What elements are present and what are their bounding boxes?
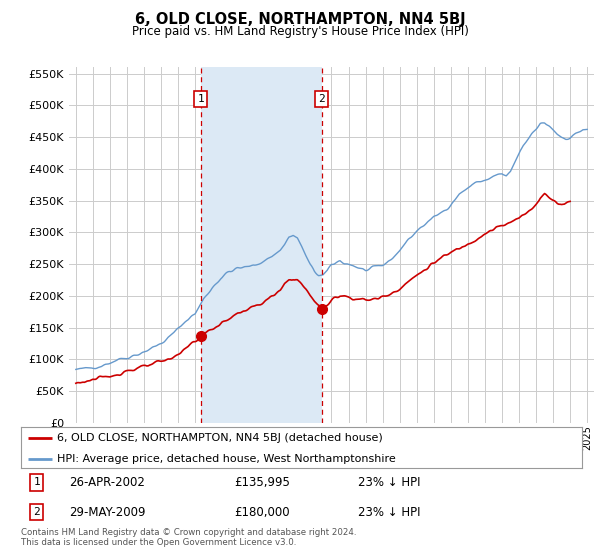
Text: 6, OLD CLOSE, NORTHAMPTON, NN4 5BJ (detached house): 6, OLD CLOSE, NORTHAMPTON, NN4 5BJ (deta… [58, 433, 383, 443]
Text: Price paid vs. HM Land Registry's House Price Index (HPI): Price paid vs. HM Land Registry's House … [131, 25, 469, 38]
Text: 23% ↓ HPI: 23% ↓ HPI [358, 476, 420, 489]
Text: HPI: Average price, detached house, West Northamptonshire: HPI: Average price, detached house, West… [58, 454, 396, 464]
Text: 1: 1 [197, 94, 204, 104]
Text: £180,000: £180,000 [234, 506, 290, 519]
Text: 2: 2 [34, 507, 40, 517]
Text: 6, OLD CLOSE, NORTHAMPTON, NN4 5BJ: 6, OLD CLOSE, NORTHAMPTON, NN4 5BJ [134, 12, 466, 27]
Text: 1: 1 [34, 478, 40, 487]
Text: 23% ↓ HPI: 23% ↓ HPI [358, 506, 420, 519]
Text: £135,995: £135,995 [234, 476, 290, 489]
Text: 2: 2 [318, 94, 325, 104]
Bar [200, 67, 322, 423]
Text: Contains HM Land Registry data © Crown copyright and database right 2024.
This d: Contains HM Land Registry data © Crown c… [21, 528, 356, 547]
Text: 26-APR-2002: 26-APR-2002 [68, 476, 145, 489]
Text: 29-MAY-2009: 29-MAY-2009 [68, 506, 145, 519]
